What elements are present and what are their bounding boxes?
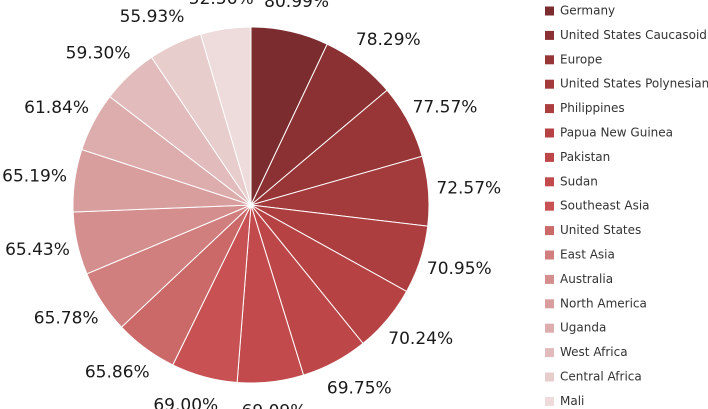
- legend-label: Central Africa: [560, 370, 642, 384]
- legend-label: United States Caucasoid: [560, 28, 707, 42]
- slice-data-label: 52.56%: [189, 0, 254, 9]
- legend-swatch: [545, 299, 554, 309]
- legend-label: Pakistan: [560, 150, 610, 164]
- legend-label: Uganda: [560, 321, 606, 335]
- legend-swatch: [545, 104, 554, 114]
- slice-data-label: 65.86%: [85, 363, 150, 383]
- legend-label: Philippines: [560, 101, 625, 115]
- legend-label: United States: [560, 223, 641, 237]
- legend-swatch: [545, 30, 554, 40]
- legend-label: Europe: [560, 52, 602, 66]
- slice-data-label: 80.99%: [264, 0, 329, 12]
- legend-swatch: [545, 55, 554, 65]
- legend-swatch: [545, 226, 554, 236]
- slice-data-label: 70.95%: [427, 259, 492, 279]
- legend-swatch: [545, 177, 554, 187]
- legend-label: United States Polynesian: [560, 77, 708, 91]
- legend-label: Sudan: [560, 174, 598, 188]
- legend: Germany United States Caucasoid Europe Unit…: [545, 4, 708, 408]
- slice-data-label: 61.84%: [24, 98, 89, 118]
- pie-data-labels: 80.99% 78.29% 77.57% 72.57% 70.95% 70.24% 69.7…: [2, 0, 501, 409]
- legend-swatch: [545, 372, 554, 382]
- legend-swatch: [545, 128, 554, 138]
- slice-data-label: 77.57%: [413, 97, 478, 117]
- legend-swatch: [545, 152, 554, 162]
- legend-label: Papua New Guinea: [560, 126, 673, 140]
- slice-data-label: 72.57%: [436, 179, 501, 199]
- slice-data-label: 65.43%: [5, 240, 70, 260]
- legend-swatch: [545, 348, 554, 358]
- slice-data-label: 65.78%: [34, 308, 99, 328]
- legend-label: West Africa: [560, 345, 628, 359]
- legend-swatch: [545, 6, 554, 16]
- pie-slices: [72, 26, 430, 384]
- legend-swatch: [545, 201, 554, 211]
- legend-swatch: [545, 323, 554, 333]
- slice-data-label: 65.19%: [2, 166, 67, 186]
- pie-slice-17: [199, 26, 252, 206]
- slice-data-label: 69.09%: [242, 402, 307, 409]
- legend-label: Southeast Asia: [560, 199, 650, 213]
- slice-data-label: 69.75%: [327, 379, 392, 399]
- legend-label: Australia: [560, 272, 613, 286]
- legend-swatch: [545, 274, 554, 284]
- legend-label: North America: [560, 296, 647, 310]
- slice-data-label: 70.24%: [388, 329, 453, 349]
- legend-label: Mali: [560, 394, 584, 408]
- legend-swatch: [545, 396, 554, 406]
- legend-label: East Asia: [560, 248, 615, 262]
- slice-data-label: 78.29%: [356, 30, 421, 50]
- slice-data-label: 59.30%: [66, 44, 131, 64]
- legend-swatch: [545, 250, 554, 260]
- slice-data-label: 69.00%: [153, 396, 218, 409]
- legend-label: Germany: [560, 4, 615, 18]
- legend-swatch: [545, 79, 554, 89]
- slice-data-label: 55.93%: [120, 7, 185, 27]
